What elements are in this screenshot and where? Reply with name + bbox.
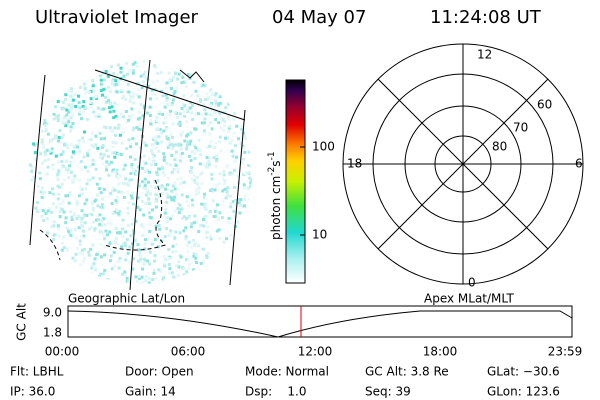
strip-title: Geographic Lat/Lon	[68, 292, 185, 306]
mlat-label: 60	[537, 98, 552, 112]
x-tick-label: 12:00	[298, 345, 333, 359]
mlat-label: 70	[513, 121, 528, 135]
strip-title: Apex MLat/MLT	[424, 292, 514, 306]
info-field: Seq: 39	[365, 385, 411, 399]
uv-image	[28, 60, 252, 284]
y-tick-label: 9.0	[43, 306, 62, 320]
colorbar-tick: 100	[312, 140, 335, 154]
polar-grid	[342, 43, 584, 285]
x-tick-label: 06:00	[171, 345, 206, 359]
mlat-label: 80	[492, 140, 507, 154]
colorbar-tick: 10	[312, 228, 327, 242]
mlt-label: 18	[347, 157, 362, 171]
x-tick-label: 00:00	[45, 345, 80, 359]
info-field: Dsp: 1.0	[245, 385, 307, 399]
x-tick-label: 23:59	[548, 345, 583, 359]
y-label: GC Alt	[15, 303, 29, 341]
colorbar	[285, 79, 306, 284]
y-tick-label: 1.8	[43, 326, 62, 340]
mlt-label: 6	[575, 157, 583, 171]
info-field: IP: 36.0	[10, 385, 55, 399]
info-field: Door: Open	[125, 365, 194, 379]
info-field: GLat: −30.6	[487, 365, 560, 379]
alt-curve	[67, 310, 573, 338]
info-field: Gain: 14	[125, 385, 176, 399]
info-field: GLon: 123.6	[487, 385, 560, 399]
mlt-label: 12	[477, 48, 492, 62]
time: 11:24:08 UT	[430, 7, 542, 28]
map-grid	[29, 59, 246, 291]
title: Ultraviolet Imager	[35, 7, 199, 28]
alt-frame	[67, 305, 573, 338]
info-field: Flt: LBHL	[10, 365, 64, 379]
colorbar-label: photon cm-2s-1	[267, 151, 283, 240]
info-field: GC Alt: 3.8 Re	[365, 365, 449, 379]
info-field: Mode: Normal	[245, 365, 329, 379]
mlt-label: 0	[468, 276, 476, 290]
date: 04 May 07	[272, 7, 366, 28]
x-tick-label: 18:00	[423, 345, 458, 359]
